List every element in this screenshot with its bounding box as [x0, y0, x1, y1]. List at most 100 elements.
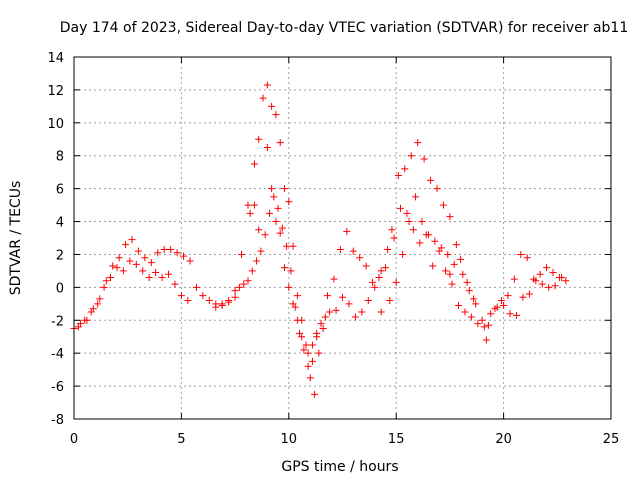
data-point	[442, 267, 450, 275]
data-point	[293, 316, 301, 324]
data-point	[272, 218, 280, 226]
data-point	[396, 204, 404, 212]
data-point	[289, 300, 297, 308]
data-point	[96, 295, 104, 303]
data-point	[562, 277, 570, 285]
data-point	[313, 333, 321, 341]
data-point	[259, 94, 267, 102]
data-point	[349, 247, 357, 255]
y-tick-label: -6	[51, 380, 64, 395]
data-point	[147, 259, 155, 267]
data-point	[452, 241, 460, 249]
data-point	[171, 280, 179, 288]
data-point	[487, 310, 495, 318]
data-point	[298, 333, 306, 341]
data-point	[113, 264, 121, 272]
data-point	[122, 241, 130, 249]
data-point	[293, 292, 301, 300]
data-point	[281, 185, 289, 193]
data-point	[119, 267, 127, 275]
data-point	[231, 287, 239, 295]
data-point	[480, 323, 488, 331]
data-point	[345, 300, 353, 308]
data-point	[412, 193, 420, 201]
data-point	[536, 270, 544, 278]
data-point	[289, 242, 297, 250]
data-point	[160, 246, 168, 254]
x-tick-label: 20	[495, 432, 512, 447]
data-point	[418, 218, 426, 226]
data-point	[263, 144, 271, 151]
data-point	[431, 237, 439, 245]
data-point	[87, 308, 95, 316]
x-tick-label: 10	[281, 432, 298, 447]
data-point	[394, 171, 402, 179]
data-point	[510, 275, 518, 283]
data-point	[362, 262, 370, 270]
y-tick-label: -4	[51, 347, 64, 362]
data-point	[403, 209, 411, 217]
data-point	[424, 231, 432, 239]
data-point	[407, 152, 415, 160]
data-point	[446, 213, 454, 221]
data-point	[369, 278, 377, 286]
data-point	[517, 250, 525, 258]
chart-title: Day 174 of 2023, Sidereal Day-to-day VTE…	[60, 20, 629, 36]
data-point	[463, 278, 471, 286]
data-point	[231, 293, 239, 301]
data-point	[250, 201, 258, 209]
data-point	[81, 316, 89, 324]
y-tick-label: -2	[51, 314, 64, 329]
data-point	[439, 201, 447, 209]
data-point	[416, 239, 424, 247]
x-axis-label: GPS time / hours	[281, 459, 398, 475]
data-point	[459, 270, 467, 278]
data-point	[326, 308, 334, 316]
data-point	[470, 295, 478, 303]
data-point	[388, 226, 396, 234]
data-point	[485, 321, 493, 329]
data-point	[192, 283, 200, 291]
data-point	[392, 278, 400, 286]
data-point	[240, 280, 248, 288]
data-point	[433, 185, 441, 193]
data-point	[319, 325, 327, 332]
data-point	[330, 275, 338, 283]
data-point	[238, 250, 246, 258]
data-point	[351, 313, 359, 321]
y-tick-label: -8	[51, 413, 64, 428]
data-point	[274, 204, 282, 212]
x-tick-label: 25	[603, 432, 620, 447]
data-point	[504, 292, 512, 300]
data-point	[390, 234, 398, 242]
data-point	[377, 308, 385, 316]
data-point	[308, 341, 316, 349]
data-point	[364, 297, 372, 305]
data-point	[311, 390, 319, 398]
data-point	[332, 306, 340, 314]
data-point	[317, 320, 325, 328]
data-point	[444, 250, 452, 258]
data-point	[427, 176, 435, 184]
data-point	[356, 254, 364, 262]
data-point	[180, 252, 188, 260]
data-point	[167, 246, 175, 254]
data-point	[285, 283, 293, 291]
data-point	[173, 249, 181, 257]
data-point	[246, 209, 254, 217]
data-point	[261, 231, 269, 239]
data-point	[253, 257, 261, 265]
data-point	[538, 280, 546, 288]
data-point	[377, 267, 385, 275]
data-point	[281, 264, 289, 272]
data-point	[283, 242, 291, 250]
data-point	[558, 273, 566, 281]
y-axis-label: SDTVAR / TECUs	[8, 181, 24, 296]
data-point	[268, 185, 276, 193]
data-point	[386, 297, 394, 305]
data-point	[285, 198, 293, 206]
y-tick-label: 4	[56, 216, 64, 231]
data-point	[306, 374, 314, 382]
y-tick-label: 2	[56, 248, 64, 263]
data-point	[420, 155, 428, 163]
